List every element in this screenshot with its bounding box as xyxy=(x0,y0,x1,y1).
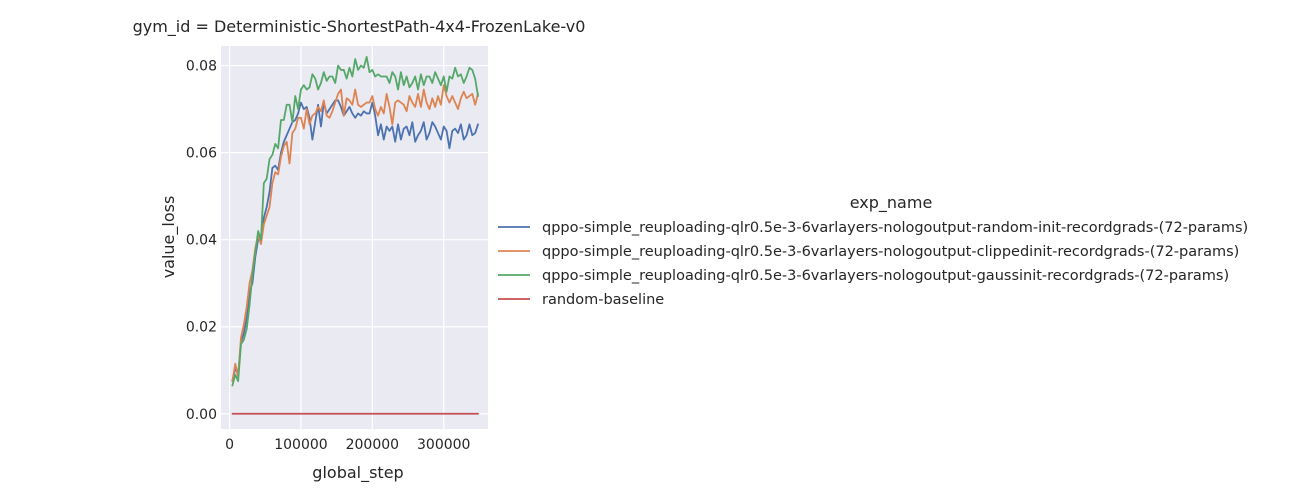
x-axis-label: global_step xyxy=(312,463,403,483)
series-line-1 xyxy=(231,99,479,383)
x-tick-label: 200000 xyxy=(346,437,399,453)
legend-label-2: qppo-simple_reuploading-qlr0.5e-3-6varla… xyxy=(542,244,1239,260)
y-tick-label: 0.04 xyxy=(186,233,217,249)
y-tick-label: 0.02 xyxy=(186,320,217,336)
legend-label-1: qppo-simple_reuploading-qlr0.5e-3-6varla… xyxy=(542,220,1248,236)
series-layer xyxy=(231,55,479,415)
chart-title: gym_id = Deterministic-ShortestPath-4x4-… xyxy=(133,17,586,37)
x-tick-label: 0 xyxy=(225,437,234,453)
grid-lines xyxy=(221,46,488,429)
y-axis-ticks: 0.00 0.02 0.04 0.06 0.08 xyxy=(186,59,217,423)
legend-label-4: random-baseline xyxy=(542,292,664,308)
legend-label-3: qppo-simple_reuploading-qlr0.5e-3-6varla… xyxy=(542,268,1229,284)
x-axis-ticks: 0 100000 200000 300000 xyxy=(225,437,470,453)
x-tick-label: 300000 xyxy=(417,437,470,453)
series-line-2 xyxy=(231,84,479,383)
y-axis-label: value_loss xyxy=(159,196,179,279)
y-tick-label: 0.06 xyxy=(186,146,217,162)
y-tick-label: 0.08 xyxy=(186,59,217,75)
y-tick-label: 0.00 xyxy=(186,407,217,423)
legend-title: exp_name xyxy=(850,193,933,213)
legend: exp_name qppo-simple_reuploading-qlr0.5e… xyxy=(498,193,1248,308)
series-line-3 xyxy=(231,55,479,387)
x-tick-label: 100000 xyxy=(274,437,327,453)
